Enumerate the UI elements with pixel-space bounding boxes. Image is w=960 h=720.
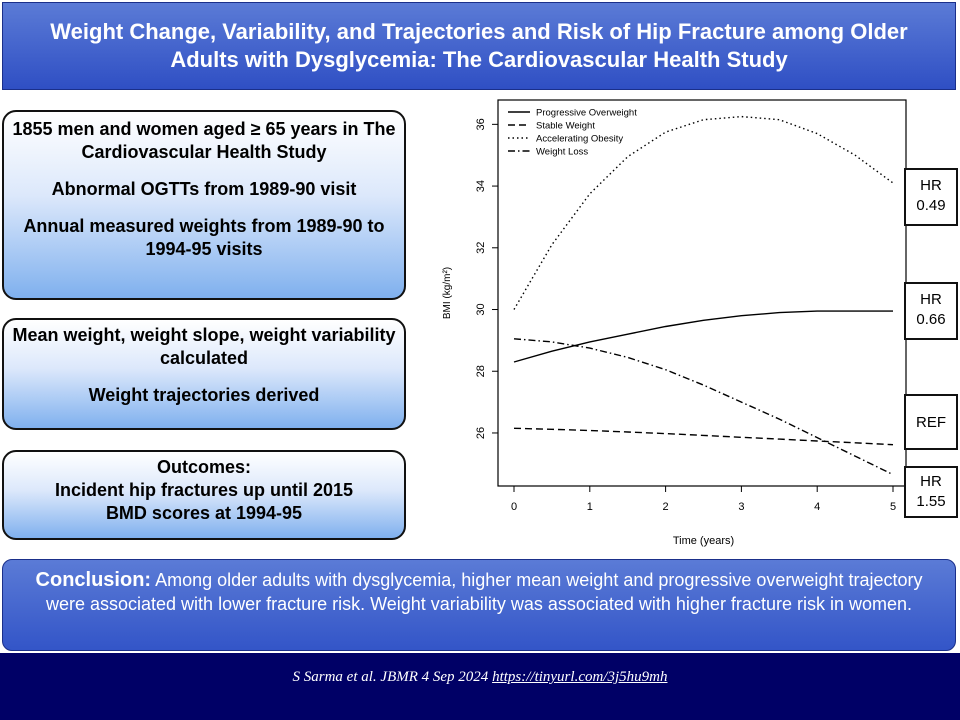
y-tick-label: 34 [475, 180, 487, 192]
methods-box: Mean weight, weight slope, weight variab… [2, 318, 406, 430]
weight-metrics-text: Mean weight, weight slope, weight variab… [12, 325, 396, 368]
conclusion-text: Among older adults with dysglycemia, hig… [45, 570, 923, 614]
y-tick-label: 32 [475, 242, 487, 254]
legend-label: Stable Weight [536, 121, 595, 132]
citation-text: S Sarma et al. JBMR 4 Sep 2024 [292, 669, 493, 685]
legend-label: Progressive Overweight [536, 108, 637, 119]
hr-label-heading: HR [920, 473, 942, 490]
hr-label-heading: REF [916, 414, 946, 431]
hr-label-value: 0.49 [916, 197, 946, 214]
trajectories-text: Weight trajectories derived [88, 385, 320, 405]
ogtt-text: Abnormal OGTTs from 1989-90 visit [51, 179, 357, 199]
hr-label-value: 1.55 [916, 493, 946, 510]
hr-label-value: 0.66 [916, 311, 946, 328]
plot-frame [497, 99, 907, 487]
series-line-weight-loss [513, 338, 894, 476]
x-axis-title: Time (years) [673, 535, 734, 547]
hr-label-progressive-overweight: HR 0.66 [904, 282, 958, 340]
y-axis-title: BMI (kg/m²) [442, 267, 453, 319]
x-tick-label: 4 [814, 501, 820, 513]
series-line-stable-weight [513, 427, 894, 446]
title-bar: Weight Change, Variability, and Trajecto… [2, 2, 956, 90]
hr-label-accelerating-obesity: HR 0.49 [904, 168, 958, 226]
y-tick-label: 30 [475, 303, 487, 315]
hr-label-stable-weight: REF [904, 394, 958, 450]
y-tick-label: 26 [475, 427, 487, 439]
x-tick-label: 0 [511, 501, 517, 513]
hr-label-heading: HR [920, 177, 942, 194]
hr-label-weight-loss: HR 1.55 [904, 466, 958, 518]
page-title: Weight Change, Variability, and Trajecto… [50, 19, 908, 72]
hr-label-heading: HR [920, 291, 942, 308]
outcomes-box: Outcomes: Incident hip fractures up unti… [2, 450, 406, 540]
legend-label: Accelerating Obesity [536, 134, 623, 145]
x-tick-label: 1 [587, 501, 593, 513]
citation-link[interactable]: https://tinyurl.com/3j5hu9mh [492, 669, 668, 685]
series-line-accelerating-obesity [513, 115, 894, 310]
y-tick-label: 36 [475, 118, 487, 130]
population-text: 1855 men and women aged ≥ 65 years in Th… [12, 119, 396, 162]
y-tick-label: 28 [475, 365, 487, 377]
outcomes-heading: Outcomes: [156, 457, 252, 477]
weights-text: Annual measured weights from 1989-90 to … [23, 216, 385, 259]
conclusion-label: Conclusion: [35, 569, 152, 591]
bmd-text: BMD scores at 1994-95 [105, 503, 303, 523]
series-line-progressive-overweight [513, 310, 893, 363]
hip-fracture-text: Incident hip fractures up until 2015 [54, 480, 354, 500]
footer: S Sarma et al. JBMR 4 Sep 2024 https://t… [0, 653, 960, 720]
x-tick-label: 2 [663, 501, 669, 513]
conclusion-panel: Conclusion: Among older adults with dysg… [2, 559, 956, 651]
x-tick-label: 3 [738, 501, 744, 513]
study-population-box: 1855 men and women aged ≥ 65 years in Th… [2, 110, 406, 300]
x-tick-label: 5 [890, 501, 896, 513]
legend-label: Weight Loss [536, 147, 588, 158]
